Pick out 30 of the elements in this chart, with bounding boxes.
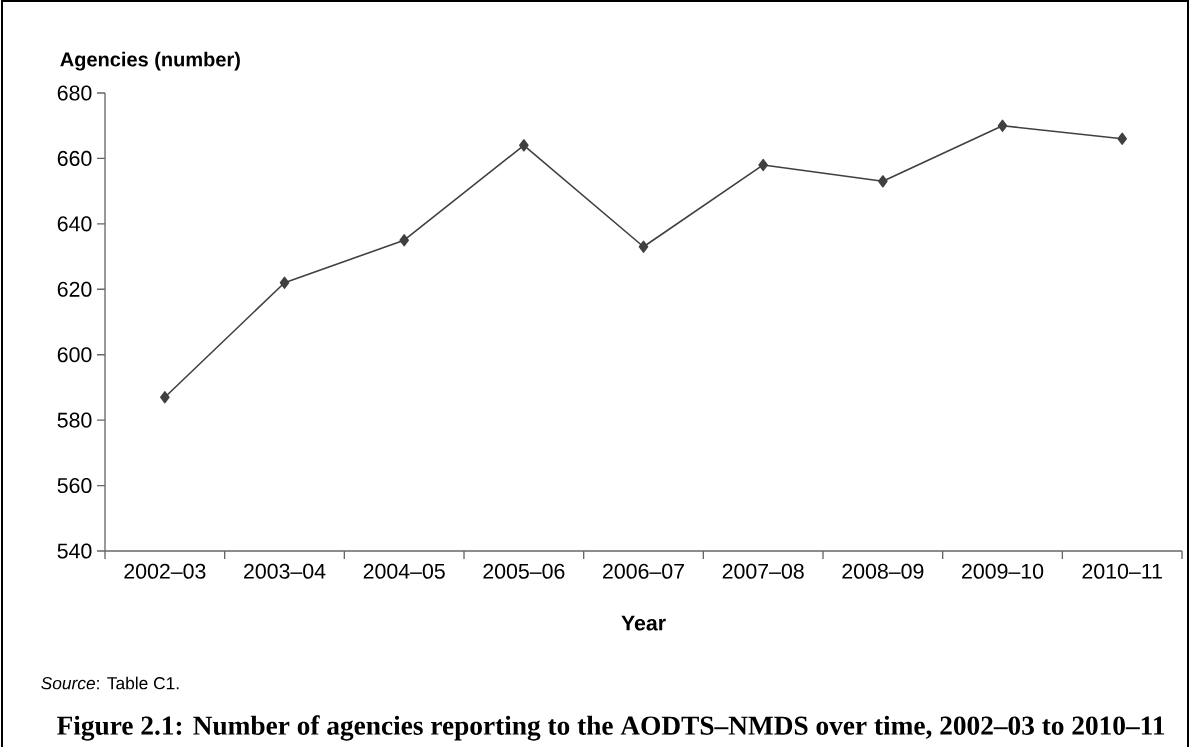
point bbox=[519, 139, 529, 152]
x-tick-label: 2009–10 bbox=[962, 563, 1044, 579]
x-tick-label: 2002–03 bbox=[124, 563, 206, 579]
y-tick-label: 580 bbox=[57, 412, 92, 428]
point bbox=[279, 276, 290, 289]
point bbox=[1117, 132, 1127, 145]
y-tick-label: 640 bbox=[57, 216, 92, 232]
x-tick-label: 2005–06 bbox=[483, 563, 565, 579]
x-tick-label: 2006–07 bbox=[603, 563, 684, 579]
text: Source: Table C1. bbox=[41, 676, 179, 690]
point bbox=[758, 158, 768, 172]
y-tick-label: 660 bbox=[57, 150, 92, 166]
y-tick-label: 600 bbox=[57, 347, 92, 363]
y-tick-label: 680 bbox=[57, 85, 92, 101]
point bbox=[997, 119, 1008, 132]
x-tick-label: 2007–08 bbox=[722, 563, 804, 579]
y-axis-title: Agencies (number) bbox=[60, 51, 240, 71]
y-tick-label: 540 bbox=[57, 543, 92, 559]
x-axis-title: Year bbox=[621, 615, 666, 631]
point bbox=[160, 391, 170, 404]
x-tick-label: 2010–11 bbox=[1082, 563, 1162, 579]
x-tick-label: 2003–04 bbox=[244, 563, 326, 579]
text: Figure 2.1: Number of agencies reporting to the AODTS–NMDS over time, 2002–03 to 2010–11 bbox=[57, 715, 1165, 741]
point bbox=[878, 175, 888, 188]
y-tick-label: 560 bbox=[57, 478, 92, 494]
point bbox=[399, 234, 409, 247]
x-tick-label: 2008–09 bbox=[842, 563, 924, 579]
point bbox=[638, 240, 649, 253]
x-tick-label: 2004–05 bbox=[363, 563, 445, 579]
y-tick-label: 620 bbox=[57, 281, 92, 297]
